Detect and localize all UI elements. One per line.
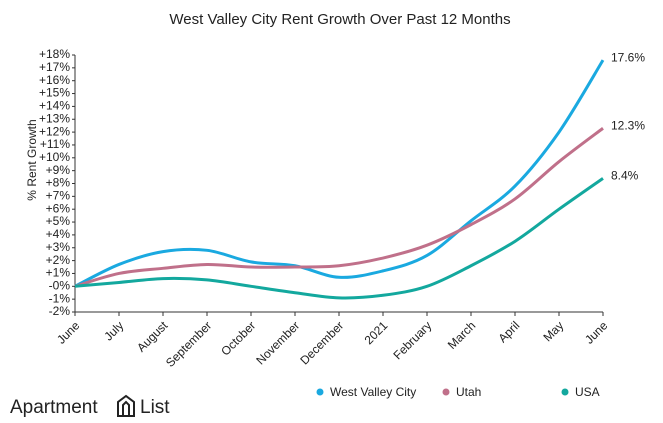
x-tick-label: December <box>297 318 346 367</box>
y-tick-label: +11% <box>40 137 70 151</box>
legend-marker <box>561 388 569 396</box>
y-tick-label: +14% <box>39 99 70 113</box>
y-tick-label: +8% <box>46 176 71 190</box>
legend-label: USA <box>575 385 600 399</box>
x-tick-label: April <box>495 318 522 345</box>
value-label: 8.4% <box>611 169 639 183</box>
y-tick-label: +15% <box>39 86 70 100</box>
series-line <box>74 177 604 300</box>
y-tick-label: -2% <box>49 304 71 318</box>
x-tick-label: June <box>582 318 611 347</box>
legend-label: West Valley City <box>330 385 416 399</box>
x-tick-label: 2021 <box>362 318 391 347</box>
series-line <box>74 59 605 288</box>
logo-text: List <box>140 397 170 418</box>
y-tick-label: +5% <box>46 214 71 228</box>
logo-icon <box>117 394 135 417</box>
legend-marker <box>316 388 324 396</box>
chart-title: West Valley City Rent Growth Over Past 1… <box>169 11 510 28</box>
series-line <box>74 127 604 288</box>
y-tick-label: -0% <box>49 278 71 292</box>
y-tick-label: +3% <box>46 240 71 254</box>
y-tick-label: +12% <box>39 124 70 138</box>
value-label: 12.3% <box>611 118 645 132</box>
logo-text: Apartment <box>10 397 98 418</box>
legend-label: Utah <box>456 385 481 399</box>
x-tick-label: July <box>101 318 126 343</box>
y-tick-label: +7% <box>46 189 71 203</box>
y-tick-label: +10% <box>39 150 70 164</box>
y-axis-label: % Rent Growth <box>25 119 39 200</box>
y-tick-label: -1% <box>49 291 71 305</box>
x-tick-label: February <box>391 318 435 362</box>
legend-marker <box>442 388 450 396</box>
y-tick-label: +4% <box>46 227 71 241</box>
y-tick-label: +6% <box>46 201 71 215</box>
y-tick-label: +16% <box>39 73 70 87</box>
value-label: 17.6% <box>611 50 645 64</box>
x-tick-label: June <box>54 318 83 347</box>
x-tick-label: October <box>218 318 258 358</box>
y-tick-label: +18% <box>39 47 70 61</box>
y-tick-label: +13% <box>39 111 70 125</box>
y-tick-label: +17% <box>39 60 70 74</box>
x-tick-label: September <box>163 318 214 369</box>
x-tick-label: March <box>445 318 478 351</box>
x-tick-label: May <box>540 318 566 344</box>
y-tick-label: +1% <box>46 266 71 280</box>
x-tick-label: November <box>253 318 302 367</box>
x-tick-label: August <box>134 318 171 355</box>
y-tick-label: +9% <box>46 163 71 177</box>
y-tick-label: +2% <box>46 253 71 267</box>
